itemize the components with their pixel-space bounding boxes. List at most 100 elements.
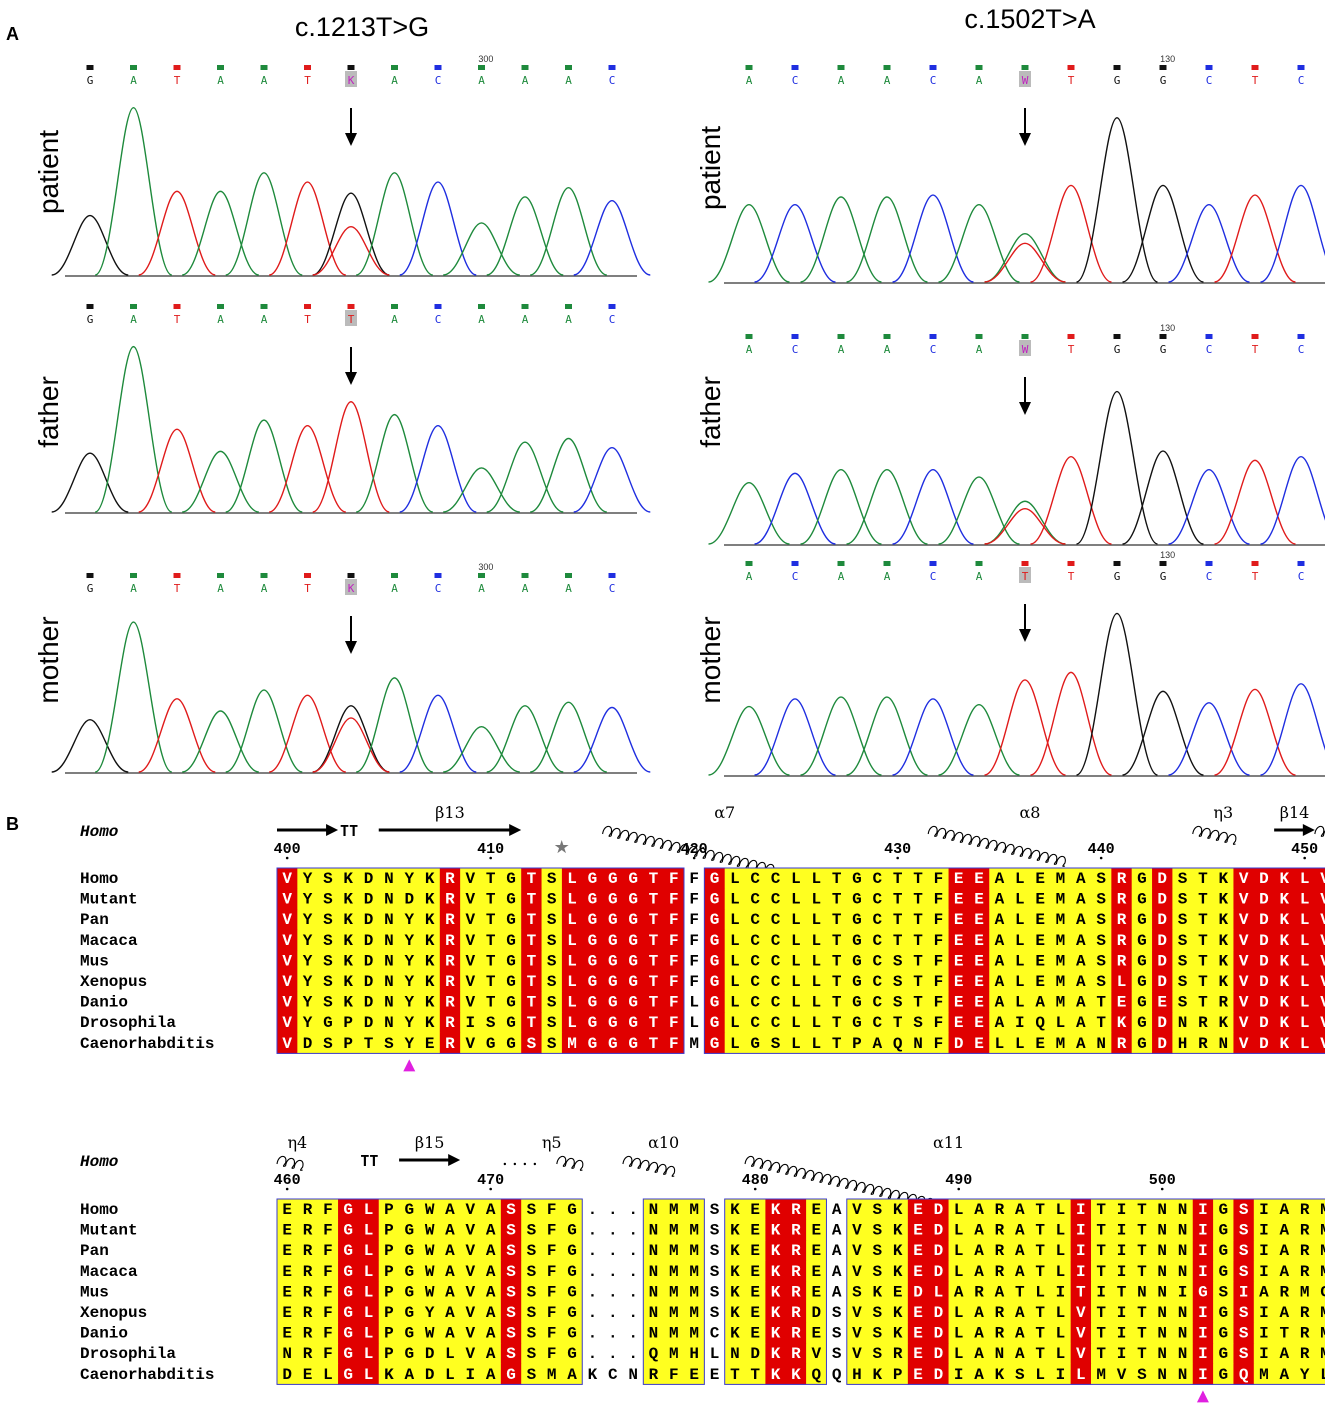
residue: I — [466, 1014, 476, 1032]
base-call: T — [1022, 570, 1029, 583]
residue: S — [832, 1304, 842, 1322]
residue: K — [343, 870, 353, 888]
residue: A — [832, 1283, 842, 1301]
similar-cell — [1253, 1199, 1275, 1220]
similar-cell — [928, 1012, 949, 1034]
residue: S — [1096, 973, 1106, 991]
identical-cell — [622, 991, 644, 1013]
identical-cell — [968, 950, 990, 972]
residue: G — [628, 994, 638, 1012]
residue: F — [323, 1242, 333, 1260]
similar-cell — [1131, 888, 1153, 910]
base-call: A — [261, 313, 268, 326]
base-marker — [347, 304, 355, 309]
base-marker — [608, 65, 616, 70]
identical-cell — [785, 1343, 807, 1365]
residue: T — [913, 952, 923, 970]
trace-peak — [51, 719, 129, 773]
base-marker — [791, 65, 799, 70]
residue: L — [364, 1242, 374, 1260]
similar-cell — [561, 1260, 583, 1282]
identical-cell — [663, 888, 685, 910]
base-call: C — [609, 74, 616, 87]
similar-cell — [765, 929, 787, 951]
similar-cell — [1050, 991, 1072, 1013]
identical-cell — [1314, 888, 1325, 910]
similar-cell — [1050, 1343, 1072, 1365]
residue: A — [1280, 1366, 1290, 1384]
residue: A — [1076, 891, 1086, 909]
residue: N — [1178, 1242, 1188, 1260]
similar-cell — [1070, 950, 1092, 972]
residue: N — [649, 1222, 659, 1240]
residue: G — [506, 1014, 516, 1032]
residue: V — [852, 1222, 862, 1240]
similar-cell — [1091, 1032, 1112, 1054]
residue: R — [303, 1304, 313, 1322]
identical-cell — [1152, 950, 1173, 972]
residue: G — [588, 973, 598, 991]
base-marker — [391, 573, 398, 578]
residue: L — [1300, 1014, 1310, 1032]
row-label-right-patient: patient — [695, 126, 726, 210]
residue: T — [913, 891, 923, 909]
trace-peak — [269, 694, 346, 773]
residue: L — [730, 1014, 740, 1032]
similar-cell — [846, 950, 868, 972]
similar-cell — [338, 1032, 359, 1054]
residue: T — [1015, 1283, 1025, 1301]
trace-peak — [938, 476, 1020, 545]
similar-cell — [1172, 888, 1194, 910]
similar-cell — [1192, 1012, 1214, 1034]
identical-cell — [602, 909, 624, 931]
residue: G — [1137, 891, 1147, 909]
residue: L — [1015, 1035, 1025, 1053]
base-marker — [975, 65, 983, 70]
similar-cell — [887, 1012, 909, 1034]
residue: F — [934, 891, 944, 909]
similar-cell — [745, 868, 766, 889]
residue: R — [995, 1242, 1005, 1260]
residue: T — [1035, 1242, 1045, 1260]
base-call: C — [1206, 74, 1213, 87]
residue: E — [282, 1325, 292, 1343]
residue: D — [954, 1035, 964, 1053]
base-call: C — [1206, 570, 1213, 583]
similar-cell — [480, 1219, 502, 1241]
similar-cell — [541, 1219, 563, 1241]
identical-cell — [643, 868, 665, 889]
base-marker — [260, 65, 268, 70]
similar-cell — [297, 1032, 319, 1054]
residue: T — [893, 870, 903, 888]
residue: P — [384, 1325, 394, 1343]
residue: A — [995, 1283, 1005, 1301]
similar-cell — [643, 1302, 665, 1323]
residue: G — [343, 1304, 353, 1322]
alpha-helix — [622, 1155, 676, 1177]
residue: T — [730, 1366, 740, 1384]
residue: R — [995, 1201, 1005, 1219]
similar-cell — [724, 1240, 746, 1262]
identical-cell — [582, 950, 603, 972]
residue: D — [364, 870, 374, 888]
similar-cell — [1213, 1260, 1234, 1282]
residue: C — [771, 891, 781, 909]
identical-cell — [1233, 1012, 1255, 1034]
residue: F — [547, 1345, 557, 1363]
beta-strand-head — [1302, 824, 1315, 836]
identical-cell — [602, 1012, 624, 1034]
similar-cell — [460, 1281, 481, 1303]
similar-cell — [439, 1343, 461, 1365]
similar-cell — [317, 1240, 339, 1262]
similar-cell — [1192, 950, 1214, 972]
residue: S — [771, 1035, 781, 1053]
similar-cell — [460, 909, 481, 931]
similar-cell — [643, 1219, 665, 1241]
base-call: C — [435, 313, 442, 326]
residue: R — [1117, 952, 1127, 970]
residue: T — [832, 891, 842, 909]
residue: S — [1178, 973, 1188, 991]
residue: . — [588, 1201, 598, 1219]
similar-cell — [989, 971, 1010, 992]
identical-cell — [1152, 868, 1173, 889]
